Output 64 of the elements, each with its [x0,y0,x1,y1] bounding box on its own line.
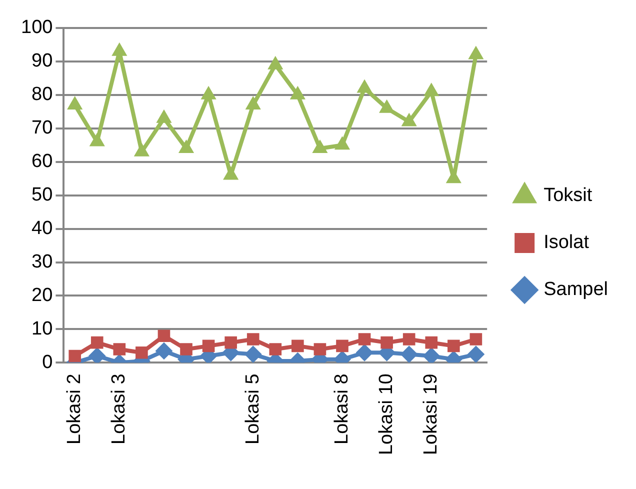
point [201,86,216,100]
point [88,347,106,363]
point [224,336,237,349]
point [402,113,417,126]
point [223,166,238,180]
point [90,133,105,146]
point [246,333,260,346]
point [402,333,416,346]
x-tick-label: Lokasi 3 [108,374,130,444]
point [379,100,394,113]
point [202,340,215,352]
point [244,346,262,363]
point [158,330,170,342]
point [447,340,460,352]
point [178,140,194,153]
point [90,336,104,349]
point [180,343,192,356]
point [356,344,374,362]
point [268,56,283,70]
point [400,346,418,363]
point [136,346,148,359]
y-tick-label: 50 [32,184,53,206]
point [68,350,81,362]
point [134,143,150,156]
y-tick-label: 0 [42,352,53,373]
point [113,343,126,356]
point [358,333,371,346]
x-tick-label: Lokasi 2 [64,374,86,444]
point [336,340,348,352]
point [468,46,484,60]
point [112,42,127,56]
legend-label: Toksit [544,185,593,206]
y-tick-label: 30 [32,252,53,272]
point [156,110,172,123]
point [334,136,350,150]
y-tick-label: 10 [32,318,53,340]
point [290,86,306,100]
point [467,346,484,363]
y-tick-label: 90 [32,50,53,72]
y-tick-label: 80 [32,84,53,106]
x-tick-label: Lokasi 8 [331,374,352,444]
y-tick-label: 20 [32,284,53,306]
legend-label: Sampel [544,279,608,300]
point [380,336,393,349]
y-tick-label: 40 [32,218,53,240]
y-tick-label: 60 [32,151,53,172]
x-tick-label: Lokasi 5 [242,374,264,444]
x-tick-label: Lokasi 19 [420,374,442,456]
y-tick-label: 100 [21,17,53,38]
point [470,333,482,346]
point [292,340,304,352]
point [155,342,172,360]
y-tick-label: 70 [32,118,53,139]
point [269,343,282,356]
x-tick-label: Lokasi 10 [376,374,398,456]
point [67,96,82,110]
point [312,140,328,153]
point [422,347,440,363]
point [314,343,326,356]
point [357,80,372,93]
point [425,336,438,349]
point [246,96,261,110]
legend-label: Isolat [544,232,590,254]
point [424,83,439,96]
